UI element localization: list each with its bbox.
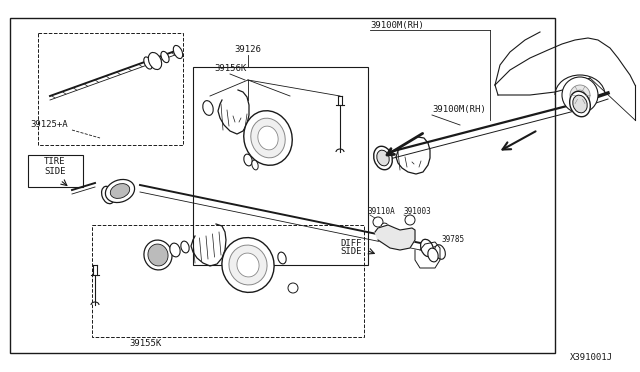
Text: SIDE: SIDE <box>44 167 66 176</box>
Circle shape <box>288 283 298 293</box>
Circle shape <box>570 85 590 105</box>
Ellipse shape <box>144 57 152 69</box>
Text: 39155K: 39155K <box>129 339 161 348</box>
Bar <box>10 18 555 353</box>
Bar <box>92 225 364 337</box>
Ellipse shape <box>144 240 172 270</box>
Ellipse shape <box>428 248 438 262</box>
Circle shape <box>405 215 415 225</box>
Bar <box>28 155 83 187</box>
Ellipse shape <box>252 160 258 170</box>
Circle shape <box>575 90 585 100</box>
Text: 39125+A: 39125+A <box>30 120 68 129</box>
Ellipse shape <box>573 95 588 113</box>
Ellipse shape <box>222 238 274 292</box>
Ellipse shape <box>374 146 392 170</box>
Bar <box>193 67 368 265</box>
Text: 39126: 39126 <box>235 45 261 54</box>
Text: 391003: 391003 <box>403 207 431 216</box>
Ellipse shape <box>244 154 252 166</box>
Ellipse shape <box>570 91 590 117</box>
Ellipse shape <box>381 223 389 233</box>
Text: 39156K: 39156K <box>214 64 246 73</box>
Ellipse shape <box>148 244 168 266</box>
Ellipse shape <box>170 243 180 257</box>
Ellipse shape <box>237 253 259 277</box>
Text: 39110A: 39110A <box>368 207 396 216</box>
Ellipse shape <box>102 186 115 204</box>
Ellipse shape <box>181 241 189 253</box>
Text: 39785: 39785 <box>442 235 465 244</box>
Text: X391001J: X391001J <box>570 353 613 362</box>
Ellipse shape <box>173 45 182 58</box>
Ellipse shape <box>148 52 162 70</box>
Bar <box>38 33 183 145</box>
Circle shape <box>373 217 383 227</box>
Text: TIRE: TIRE <box>44 157 66 166</box>
Ellipse shape <box>435 245 445 259</box>
Polygon shape <box>375 225 415 250</box>
Ellipse shape <box>161 51 169 62</box>
Ellipse shape <box>377 150 389 166</box>
Ellipse shape <box>110 184 130 198</box>
Text: 39100M(RH): 39100M(RH) <box>432 105 486 114</box>
Circle shape <box>562 77 598 113</box>
Ellipse shape <box>229 245 267 285</box>
Text: SIDE: SIDE <box>340 247 362 256</box>
Ellipse shape <box>258 126 278 150</box>
Ellipse shape <box>203 101 213 115</box>
Ellipse shape <box>420 239 433 257</box>
Ellipse shape <box>106 179 134 202</box>
Text: 39100M(RH): 39100M(RH) <box>370 21 424 30</box>
Ellipse shape <box>244 111 292 165</box>
Text: DIFF: DIFF <box>340 239 362 248</box>
Ellipse shape <box>278 252 286 264</box>
Ellipse shape <box>251 118 285 158</box>
